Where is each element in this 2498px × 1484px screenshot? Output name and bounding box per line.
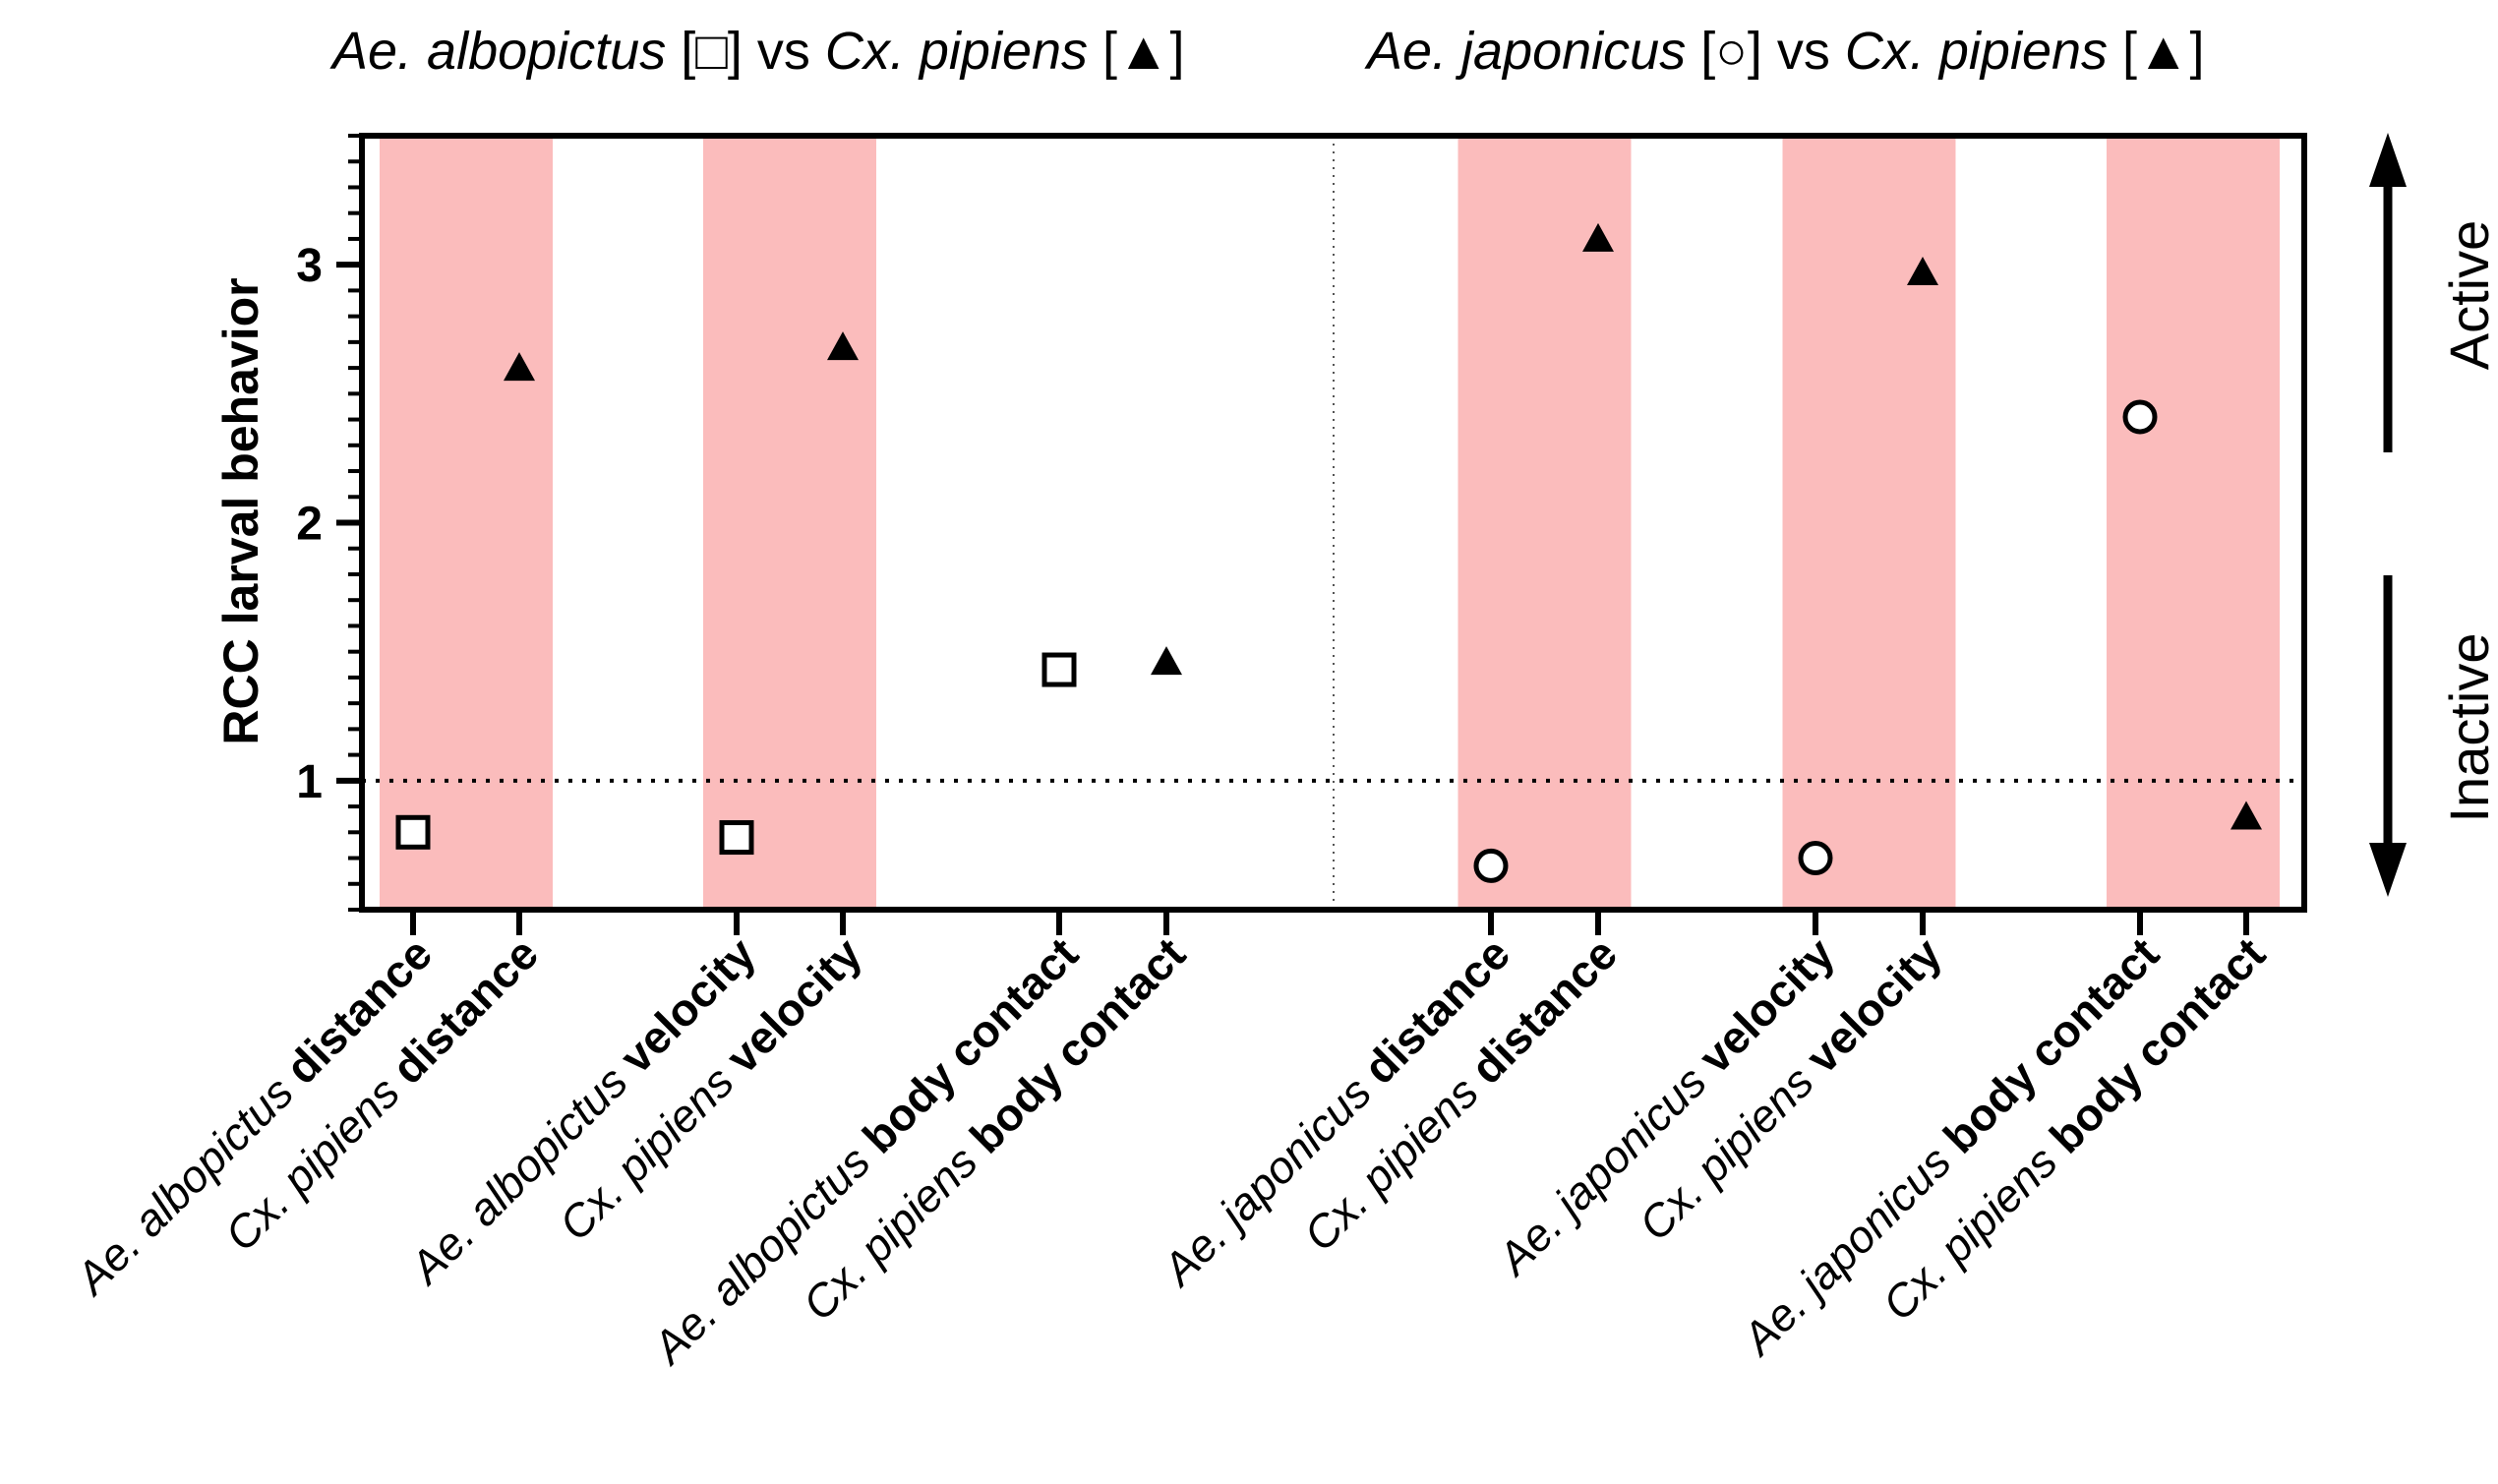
title-left-species-a: Ae. albopictus: [329, 22, 666, 81]
title-right-species-b: Cx. pipiens: [1845, 22, 2108, 81]
data-point: [719, 820, 754, 856]
data-point: [395, 814, 431, 850]
grid-layer: [362, 136, 2304, 910]
shade-band: [2107, 136, 2280, 910]
title-right-vs: vs: [1777, 22, 1830, 81]
data-point: [1151, 646, 1182, 676]
y-tick-label: 2: [296, 499, 323, 551]
active-arrow: [2369, 133, 2407, 452]
data-point: [504, 352, 535, 382]
data-point: [2230, 801, 2262, 830]
active-label: Active: [2438, 220, 2498, 371]
data-point: [1582, 222, 1614, 252]
title-right-marker-a: ○: [1715, 22, 1748, 81]
axes-layer: 1 2 3: [296, 133, 2307, 935]
data-point: [1798, 841, 1833, 876]
data-point: [1907, 257, 1938, 286]
title-right-species-a: Ae. japonicus: [1364, 22, 1686, 81]
points-layer: [395, 222, 2262, 883]
title-left-marker-b: ▲: [1117, 22, 1169, 81]
data-point: [1041, 652, 1077, 687]
shade-band: [1782, 136, 1956, 910]
title-left-species-b: Cx. pipiens: [825, 22, 1088, 81]
inactive-label: Inactive: [2438, 633, 2498, 823]
inactive-arrow: [2369, 575, 2407, 897]
shade-band: [703, 136, 876, 910]
y-tick-label: 1: [296, 756, 323, 808]
shade-band: [380, 136, 553, 910]
shade-layer: [380, 136, 2280, 910]
title-left-marker-a: □: [695, 22, 728, 81]
title-right-marker-b: ▲: [2137, 22, 2189, 81]
title-left: Ae. albopictus [□] vs Cx. pipiens [▲]: [329, 22, 1185, 81]
data-point: [1473, 848, 1509, 883]
title-left-vs: vs: [757, 22, 810, 81]
y-tick-label: 3: [296, 240, 323, 292]
data-point: [2122, 399, 2158, 435]
data-point: [827, 331, 859, 361]
title-right: Ae. japonicus [○] vs Cx. pipiens [▲]: [1364, 22, 2205, 81]
shade-band: [1457, 136, 1632, 910]
y-axis-label: RCC larval behavior: [213, 277, 268, 744]
